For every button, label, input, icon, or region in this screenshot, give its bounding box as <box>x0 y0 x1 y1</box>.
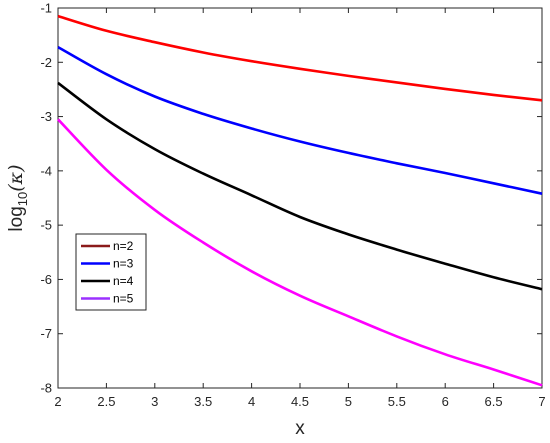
y-axis-ticks: -1 -2 -3 -4 -5 -6 -7 -8 <box>40 1 542 396</box>
x-tick-label: 4.5 <box>291 394 309 409</box>
legend: n=2 n=3 n=4 n=5 <box>75 233 147 311</box>
y-axis-label-main: log <box>6 206 27 231</box>
series-line-n=2 <box>57 14 543 102</box>
x-axis-ticks: 2 2.5 3 3.5 4 4.5 5 5.5 6 6.5 7 <box>54 8 546 409</box>
legend-label: n=3 <box>113 257 134 271</box>
y-axis-label: log10(κ) <box>5 164 30 231</box>
y-tick-label: -7 <box>40 326 52 341</box>
x-tick-label: 2.5 <box>97 394 115 409</box>
y-axis-label-argument: (κ) <box>5 164 27 191</box>
y-tick-label: -2 <box>40 55 52 70</box>
x-tick-label: 4 <box>248 394 255 409</box>
y-axis-label-subscript: 10 <box>15 192 30 206</box>
series-line-n=5 <box>57 118 543 387</box>
y-tick-label: -1 <box>40 1 52 16</box>
x-tick-label: 3.5 <box>194 394 212 409</box>
plot-area <box>57 7 543 389</box>
x-tick-label: 6.5 <box>485 394 503 409</box>
legend-label: n=4 <box>113 274 134 288</box>
y-tick-label: -4 <box>40 163 52 178</box>
series-lines <box>57 14 543 387</box>
x-tick-label: 2 <box>54 394 61 409</box>
x-tick-label: 5.5 <box>388 394 406 409</box>
legend-label: n=5 <box>113 292 134 306</box>
legend-label: n=2 <box>113 239 134 253</box>
y-tick-label: -5 <box>40 218 52 233</box>
x-axis-label: x <box>295 418 305 439</box>
x-tick-label: 5 <box>345 394 352 409</box>
x-tick-label: 7 <box>538 394 545 409</box>
series-line-n=4 <box>57 81 543 291</box>
y-tick-label: -8 <box>40 381 52 396</box>
y-tick-label: -6 <box>40 272 52 287</box>
x-tick-label: 6 <box>442 394 449 409</box>
x-tick-label: 3 <box>151 394 158 409</box>
y-tick-label: -3 <box>40 109 52 124</box>
series-line-n=3 <box>57 45 543 195</box>
